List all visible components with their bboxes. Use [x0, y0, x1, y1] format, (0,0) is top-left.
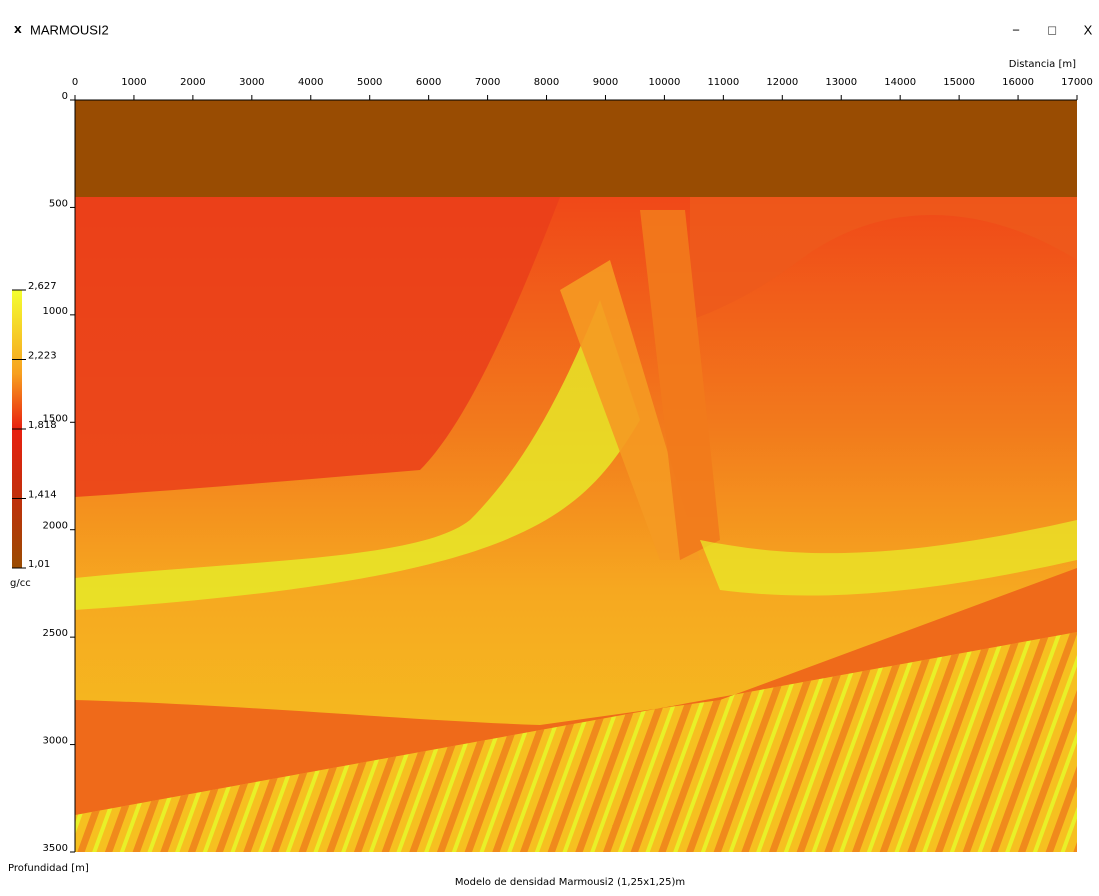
x-tick-label: 15000: [943, 77, 975, 88]
x-tick-label: 5000: [357, 77, 382, 88]
colorbar-unit: g/cc: [10, 578, 31, 589]
x-tick-label: 12000: [766, 77, 798, 88]
x-tick-label: 7000: [475, 77, 500, 88]
x-tick-label: 1000: [121, 77, 146, 88]
y-axis-label: Profundidad [m]: [8, 863, 89, 874]
x-tick-label: 11000: [707, 77, 739, 88]
maximize-button[interactable]: □: [1048, 22, 1056, 37]
y-tick-label: 2500: [43, 628, 68, 639]
x-tick-label: 8000: [534, 77, 559, 88]
window-title: MARMOUSI2: [30, 22, 109, 37]
x-tick-label: 2000: [180, 77, 205, 88]
caption: Modelo de densidad Marmousi2 (1,25x1,25)…: [455, 877, 685, 888]
y-tick-label: 3500: [43, 843, 68, 854]
x-tick-label: 13000: [825, 77, 857, 88]
window: X MARMOUSI2 − □ X Distancia [m] Profundi…: [0, 0, 1099, 892]
app-icon: X: [14, 25, 22, 36]
y-tick-label: 500: [49, 198, 68, 209]
x-tick-label: 10000: [649, 77, 681, 88]
colorbar-tick-label: 2,223: [28, 351, 57, 362]
x-tick-label: 0: [72, 77, 78, 88]
x-tick-label: 3000: [239, 77, 264, 88]
y-tick-label: 2000: [43, 521, 68, 532]
colorbar-tick-label: 1,818: [28, 420, 57, 431]
density-image: [75, 100, 1077, 852]
y-tick-label: 1000: [43, 306, 68, 317]
x-tick-label: 16000: [1002, 77, 1034, 88]
colorbar-tick-label: 1,01: [28, 559, 50, 570]
minimize-button[interactable]: −: [1012, 22, 1020, 37]
y-tick-label: 0: [62, 91, 68, 102]
x-axis-label: Distancia [m]: [1009, 59, 1076, 70]
x-tick-label: 14000: [884, 77, 916, 88]
close-button[interactable]: X: [1084, 22, 1093, 37]
x-tick-label: 6000: [416, 77, 441, 88]
x-tick-label: 17000: [1061, 77, 1093, 88]
colorbar-tick-label: 1,414: [28, 490, 57, 501]
x-tick-label: 9000: [593, 77, 618, 88]
x-tick-label: 4000: [298, 77, 323, 88]
y-tick-label: 3000: [43, 736, 68, 747]
colorbar-tick-label: 2,627: [28, 281, 57, 292]
